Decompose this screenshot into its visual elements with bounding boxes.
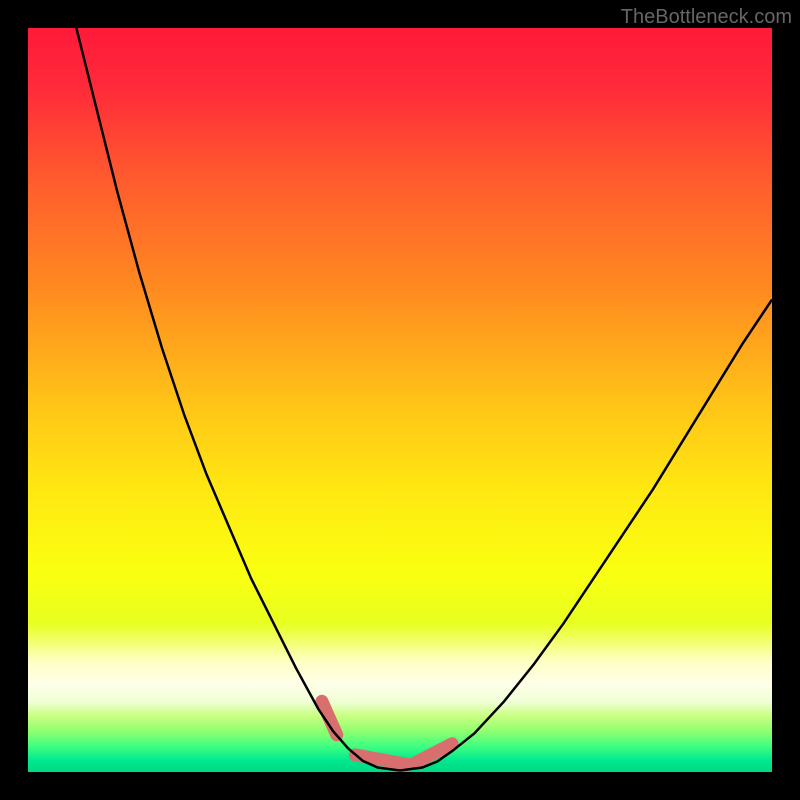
- chart-svg: [28, 28, 772, 772]
- bottleneck-chart: [28, 28, 772, 772]
- watermark-text: TheBottleneck.com: [621, 6, 792, 29]
- chart-background: [28, 28, 772, 772]
